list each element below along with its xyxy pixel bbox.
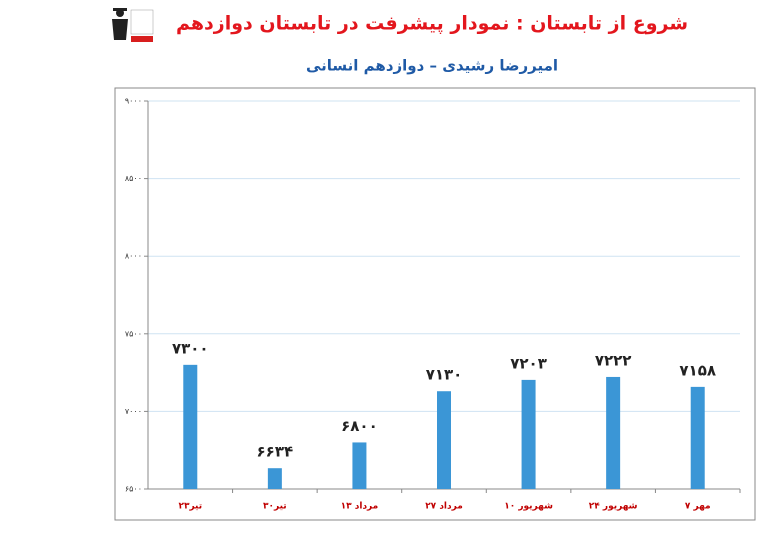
x-tick-label: ۲۴ شهریور bbox=[589, 502, 638, 512]
y-tick-label: ۷۵۰۰ bbox=[125, 329, 142, 338]
value-label: ۷۱۳۰ bbox=[426, 366, 463, 384]
bar bbox=[690, 386, 705, 489]
value-label: ۶۶۳۴ bbox=[257, 443, 294, 461]
chart-frame bbox=[114, 87, 756, 521]
bar bbox=[521, 379, 536, 489]
chart-title: شروع از تابستان : نمودار پیشرفت در تابست… bbox=[176, 13, 688, 35]
x-tick-label: ۳۰تیر bbox=[263, 502, 287, 512]
y-tick-label: ۹۰۰۰ bbox=[125, 97, 142, 106]
logo bbox=[110, 6, 154, 46]
bar bbox=[352, 442, 367, 489]
x-tick-label: ۲۳تیر bbox=[178, 502, 202, 512]
y-tick-label: ۷۰۰۰ bbox=[125, 407, 142, 416]
value-label: ۷۳۰۰ bbox=[172, 339, 209, 357]
bar bbox=[437, 391, 451, 489]
y-tick-label: ۸۵۰۰ bbox=[125, 174, 142, 183]
value-label: ۶۸۰۰ bbox=[341, 417, 378, 435]
value-label: ۷۲۰۳ bbox=[510, 354, 547, 372]
x-tick-label: ۷ مهر bbox=[685, 502, 711, 512]
bar bbox=[267, 468, 282, 489]
chart-subtitle: امیررضا رشیدی – دوازدهم انسانی bbox=[306, 57, 558, 75]
value-label: ۷۱۵۸ bbox=[679, 361, 716, 379]
x-tick-label: ۲۷ مرداد bbox=[425, 502, 463, 512]
x-tick-label: ۱۳ مرداد bbox=[341, 502, 379, 512]
bar bbox=[606, 376, 621, 489]
x-tick-label: ۱۰ شهریور bbox=[504, 502, 553, 512]
bar bbox=[183, 364, 198, 489]
y-tick-label: ۶۵۰۰ bbox=[125, 485, 142, 494]
y-tick-label: ۸۰۰۰ bbox=[125, 252, 142, 261]
value-label: ۷۲۲۲ bbox=[595, 351, 632, 369]
